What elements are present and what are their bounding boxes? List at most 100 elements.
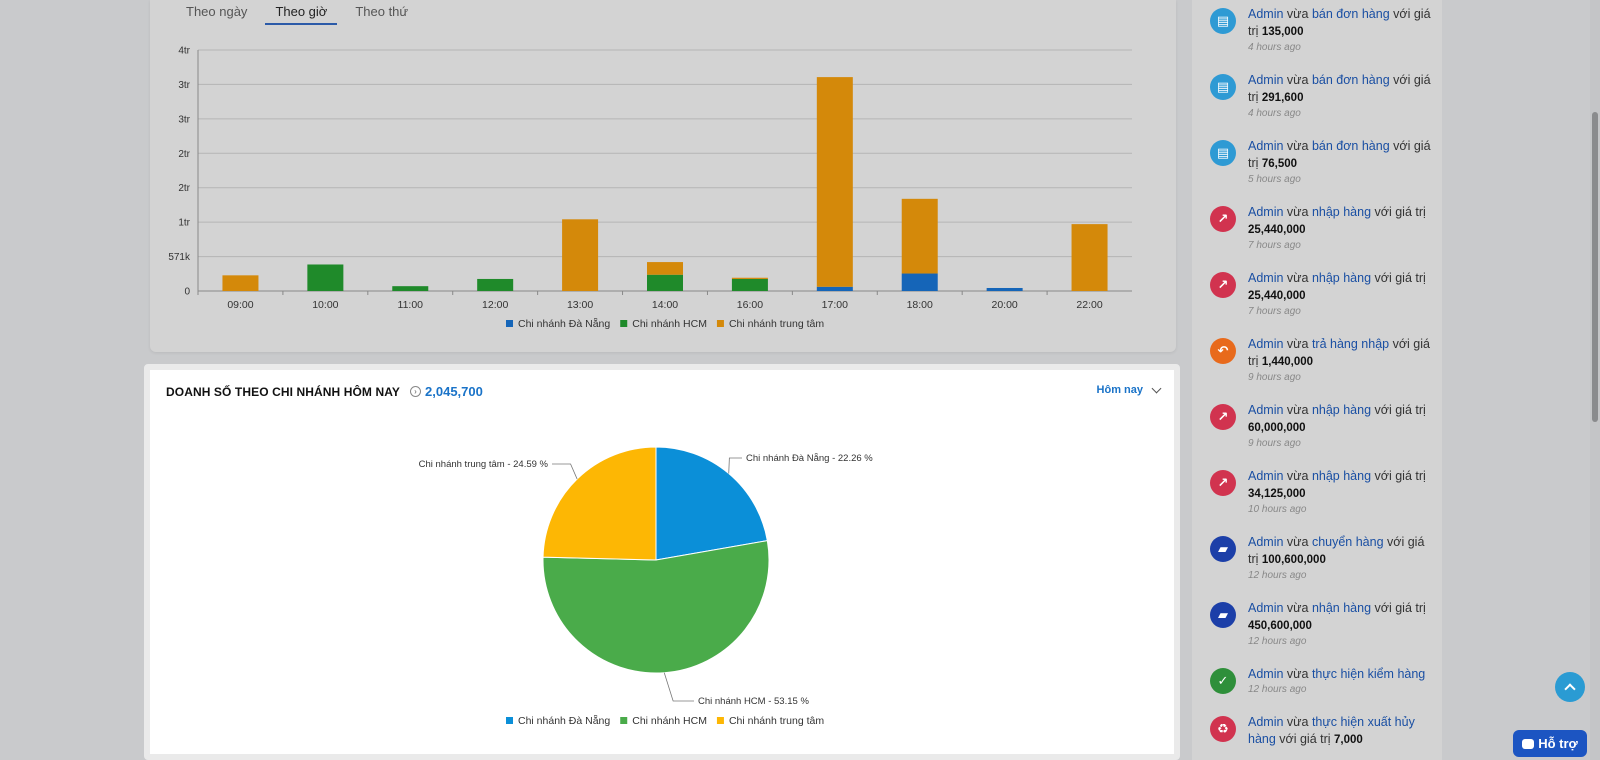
feed-value: 7,000 — [1334, 734, 1363, 746]
feed-post-text: với giá trị — [1371, 469, 1426, 483]
feed-action-link[interactable]: nhận hàng — [1311, 601, 1372, 615]
card-title: DOANH SỐ THEO CHI NHÁNH HÔM NAY — [166, 384, 401, 399]
feed-action-link[interactable]: nhập hàng — [1311, 271, 1372, 285]
feed-post-text: với giá trị — [1371, 601, 1426, 615]
truck-icon: ▰ — [1210, 602, 1236, 628]
x-tick-label: 10:00 — [312, 299, 338, 311]
feed-timestamp: 9 hours ago — [1248, 438, 1301, 449]
total-sales-value: 2,045,700 — [425, 384, 483, 399]
recycle-icon: ♻ — [1210, 716, 1236, 742]
feed-verb: vừa — [1283, 139, 1312, 153]
feed-timestamp: 4 hours ago — [1248, 108, 1301, 119]
bar-segment — [647, 262, 683, 275]
support-button[interactable]: Hỗ trợ — [1513, 730, 1587, 757]
feed-post-text: với giá trị — [1371, 205, 1426, 219]
x-tick-label: 09:00 — [227, 299, 253, 311]
feed-action-link[interactable]: bán đơn hàng — [1311, 139, 1390, 153]
feed-verb: vừa — [1283, 601, 1312, 615]
legend-label: Chi nhánh trung tâm — [729, 715, 824, 727]
feed-text: Admin vừa nhập hàng với giá trị 25,440,0… — [1248, 204, 1433, 252]
legend-swatch — [716, 320, 724, 327]
feed-user-link[interactable]: Admin — [1248, 205, 1284, 219]
feed-action-link[interactable]: nhập hàng — [1311, 469, 1372, 483]
bar-segment — [901, 198, 938, 274]
feed-user-link[interactable]: Admin — [1248, 403, 1284, 417]
feed-value: 100,600,000 — [1261, 554, 1326, 566]
feed-user-link[interactable]: Admin — [1248, 337, 1284, 351]
feed-user-link[interactable]: Admin — [1248, 715, 1284, 729]
feed-post-text: với giá trị — [1248, 535, 1425, 566]
y-tick-label: 3tr — [178, 80, 190, 91]
bar-segment — [816, 286, 853, 291]
hourly-bar-chart: 0 571k 1tr 2tr 2tr 3tr 3tr 4tr 09:00 10:00 11:00 12… — [168, 46, 1132, 330]
legend-label: Chi nhánh Đà Nẵng — [518, 714, 610, 727]
feed-verb: vừa — [1283, 73, 1312, 87]
feed-value: 60,000,000 — [1248, 422, 1306, 434]
feed-action-link[interactable]: nhập hàng — [1311, 205, 1372, 219]
chevron-up-icon — [1564, 683, 1576, 695]
tab-by-hour[interactable]: Theo giờ — [265, 2, 338, 25]
feed-verb: vừa — [1283, 205, 1312, 219]
feed-action-link[interactable]: nhập hàng — [1311, 403, 1372, 417]
feed-action-link[interactable]: bán đơn hàng — [1311, 73, 1390, 87]
period-tabs: Theo ngày Theo giờ Theo thứ — [176, 2, 426, 25]
tab-by-weekday[interactable]: Theo thứ — [355, 4, 409, 19]
legend-swatch — [620, 717, 628, 724]
feed-action-link[interactable]: thực hiện kiểm hàng — [1311, 667, 1426, 681]
scrollbar-thumb[interactable] — [1592, 112, 1598, 422]
feed-post-text: với giá trị — [1248, 139, 1431, 170]
bar-segment — [816, 77, 853, 287]
y-tick-label: 0 — [184, 287, 190, 298]
legend-label: Chi nhánh HCM — [632, 318, 707, 330]
tab-by-day[interactable]: Theo ngày — [186, 4, 248, 19]
feed-verb: vừa — [1283, 535, 1312, 549]
x-tick-label: 22:00 — [1076, 299, 1102, 311]
feed-user-link[interactable]: Admin — [1248, 469, 1284, 483]
feed-value: 450,600,000 — [1248, 620, 1312, 632]
feed-user-link[interactable]: Admin — [1248, 667, 1284, 681]
feed-user-link[interactable]: Admin — [1248, 271, 1284, 285]
feed-post-text: với giá trị — [1248, 337, 1430, 368]
feed-post-text: với giá trị — [1371, 403, 1426, 417]
feed-user-link[interactable]: Admin — [1248, 139, 1284, 153]
feed-user-link[interactable]: Admin — [1248, 601, 1284, 615]
feed-action-link[interactable]: thực hiện xuất hủy hàng — [1248, 715, 1415, 746]
feed-text: Admin vừa bán đơn hàng với giá trị 291,6… — [1248, 72, 1433, 120]
feed-value: 25,440,000 — [1248, 290, 1306, 302]
feed-text: Admin vừa nhập hàng với giá trị 34,125,0… — [1248, 468, 1433, 516]
period-dropdown[interactable]: Hôm nay — [1097, 383, 1162, 396]
feed-user-link[interactable]: Admin — [1248, 7, 1284, 21]
feed-value: 135,000 — [1261, 26, 1304, 38]
feed-user-link[interactable]: Admin — [1248, 535, 1284, 549]
support-button-label: Hỗ trợ — [1538, 736, 1578, 751]
document-icon: ▤ — [1210, 140, 1236, 166]
document-icon: ▤ — [1210, 8, 1236, 34]
feed-value: 34,125,000 — [1248, 488, 1306, 500]
branch-pie-chart: Chi nhánh Đà Nẵng - 22.26 % Chi nhánh HCM… — [419, 446, 873, 727]
pie-slice — [542, 540, 770, 674]
x-tick-label: 11:00 — [398, 299, 424, 311]
x-tick-label: 13:00 — [567, 299, 593, 311]
feed-verb: vừa — [1283, 337, 1312, 351]
feed-user-link[interactable]: Admin — [1248, 73, 1284, 87]
feed-verb: vừa — [1283, 7, 1312, 21]
feed-action-link[interactable]: bán đơn hàng — [1311, 7, 1390, 21]
feed-verb: vừa — [1283, 667, 1312, 681]
scroll-to-top-button[interactable] — [1555, 672, 1585, 702]
branch-sales-card: Chi nhánh Đà Nẵng - 22.26 % Chi nhánh HCM… — [144, 364, 1180, 760]
import-icon: ↗ — [1210, 404, 1236, 430]
feed-action-link[interactable]: trả hàng nhập — [1311, 337, 1390, 351]
feed-text: Admin vừa thực hiện xuất hủy hàng với gi… — [1248, 714, 1433, 749]
pie-leader-line — [663, 672, 694, 702]
legend-swatch — [506, 717, 513, 724]
bar-segment — [731, 277, 768, 279]
feed-timestamp: 12 hours ago — [1248, 636, 1307, 647]
feed-timestamp: 4 hours ago — [1248, 42, 1301, 53]
feed-action-link[interactable]: chuyển hàng — [1311, 535, 1384, 549]
feed-text: Admin vừa trả hàng nhập với giá trị 1,44… — [1248, 336, 1433, 384]
bar-segment — [647, 274, 683, 291]
activity-feed: ▤ Admin vừa bán đơn hàng với giá trị 135,… — [1192, 0, 1442, 760]
y-tick-label: 1tr — [178, 218, 190, 229]
return-icon: ↶ — [1210, 338, 1236, 364]
import-icon: ↗ — [1210, 470, 1236, 496]
